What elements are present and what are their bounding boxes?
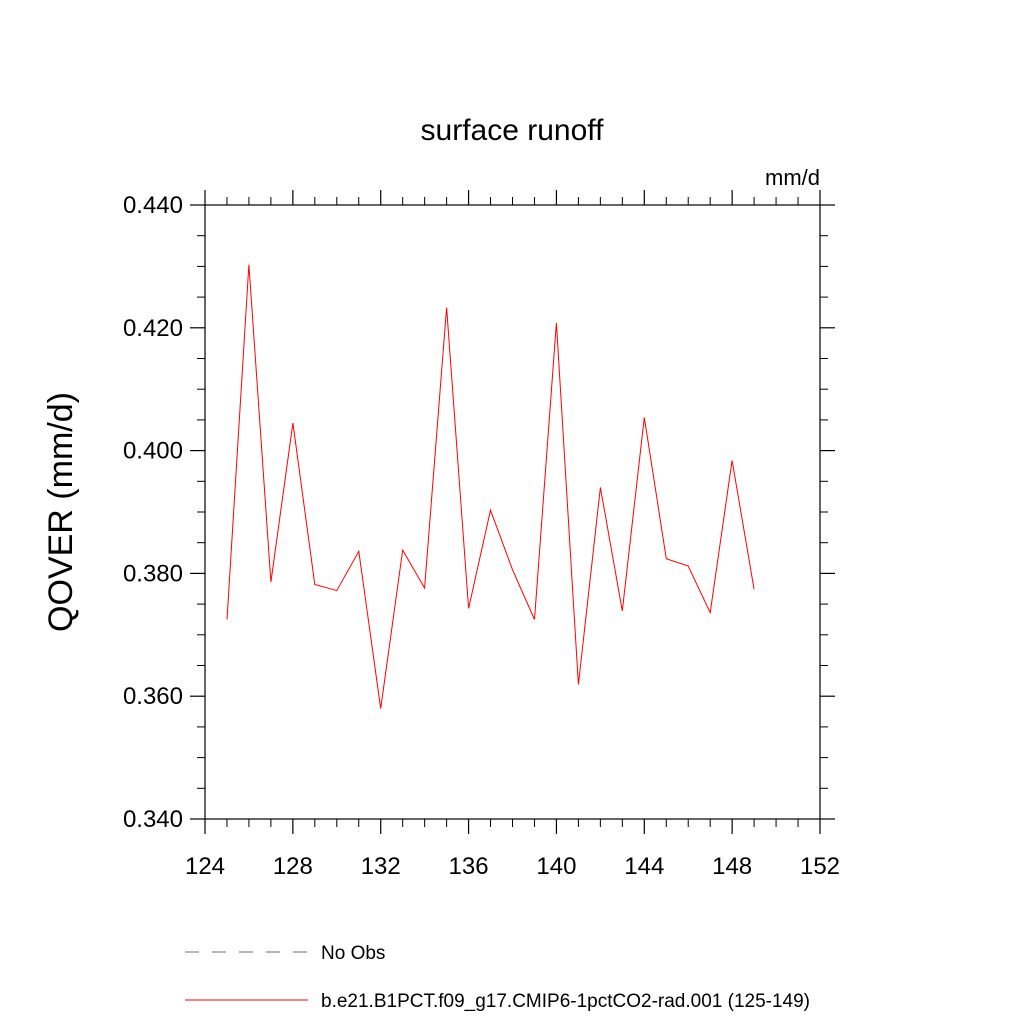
y-tick-label: 0.340	[123, 806, 183, 833]
y-axis-label: QOVER (mm/d)	[42, 392, 80, 632]
x-tick-label: 128	[273, 853, 313, 880]
x-tick-label: 132	[361, 853, 401, 880]
legend-label: No Obs	[321, 943, 385, 964]
x-tick-label: 124	[185, 853, 225, 880]
legend-label: b.e21.B1PCT.f09_g17.CMIP6-1pctCO2-rad.00…	[321, 991, 810, 1012]
units-label: mm/d	[765, 165, 820, 190]
y-tick-label: 0.360	[123, 683, 183, 710]
axis-tick-labels: 124 128 132 136 140 144 148 152 0.340 0.360 0.380 0…	[123, 192, 840, 880]
series-group	[226, 264, 755, 709]
x-tick-label: 148	[712, 853, 752, 880]
y-tick-label: 0.400	[123, 438, 183, 465]
x-tick-label: 140	[536, 853, 576, 880]
chart-title: surface runoff	[421, 114, 605, 147]
x-tick-label: 144	[624, 853, 664, 880]
y-tick-label: 0.440	[123, 192, 183, 219]
y-tick-label: 0.380	[123, 560, 183, 587]
series-line	[226, 264, 755, 709]
axis-ticks	[190, 190, 835, 834]
y-tick-label: 0.420	[123, 315, 183, 342]
plot-frame	[204, 204, 821, 820]
x-tick-label: 152	[800, 853, 840, 880]
x-tick-label: 136	[449, 853, 489, 880]
legend: No Obs b.e21.B1PCT.f09_g17.CMIP6-1pctCO2-…	[185, 943, 810, 1012]
